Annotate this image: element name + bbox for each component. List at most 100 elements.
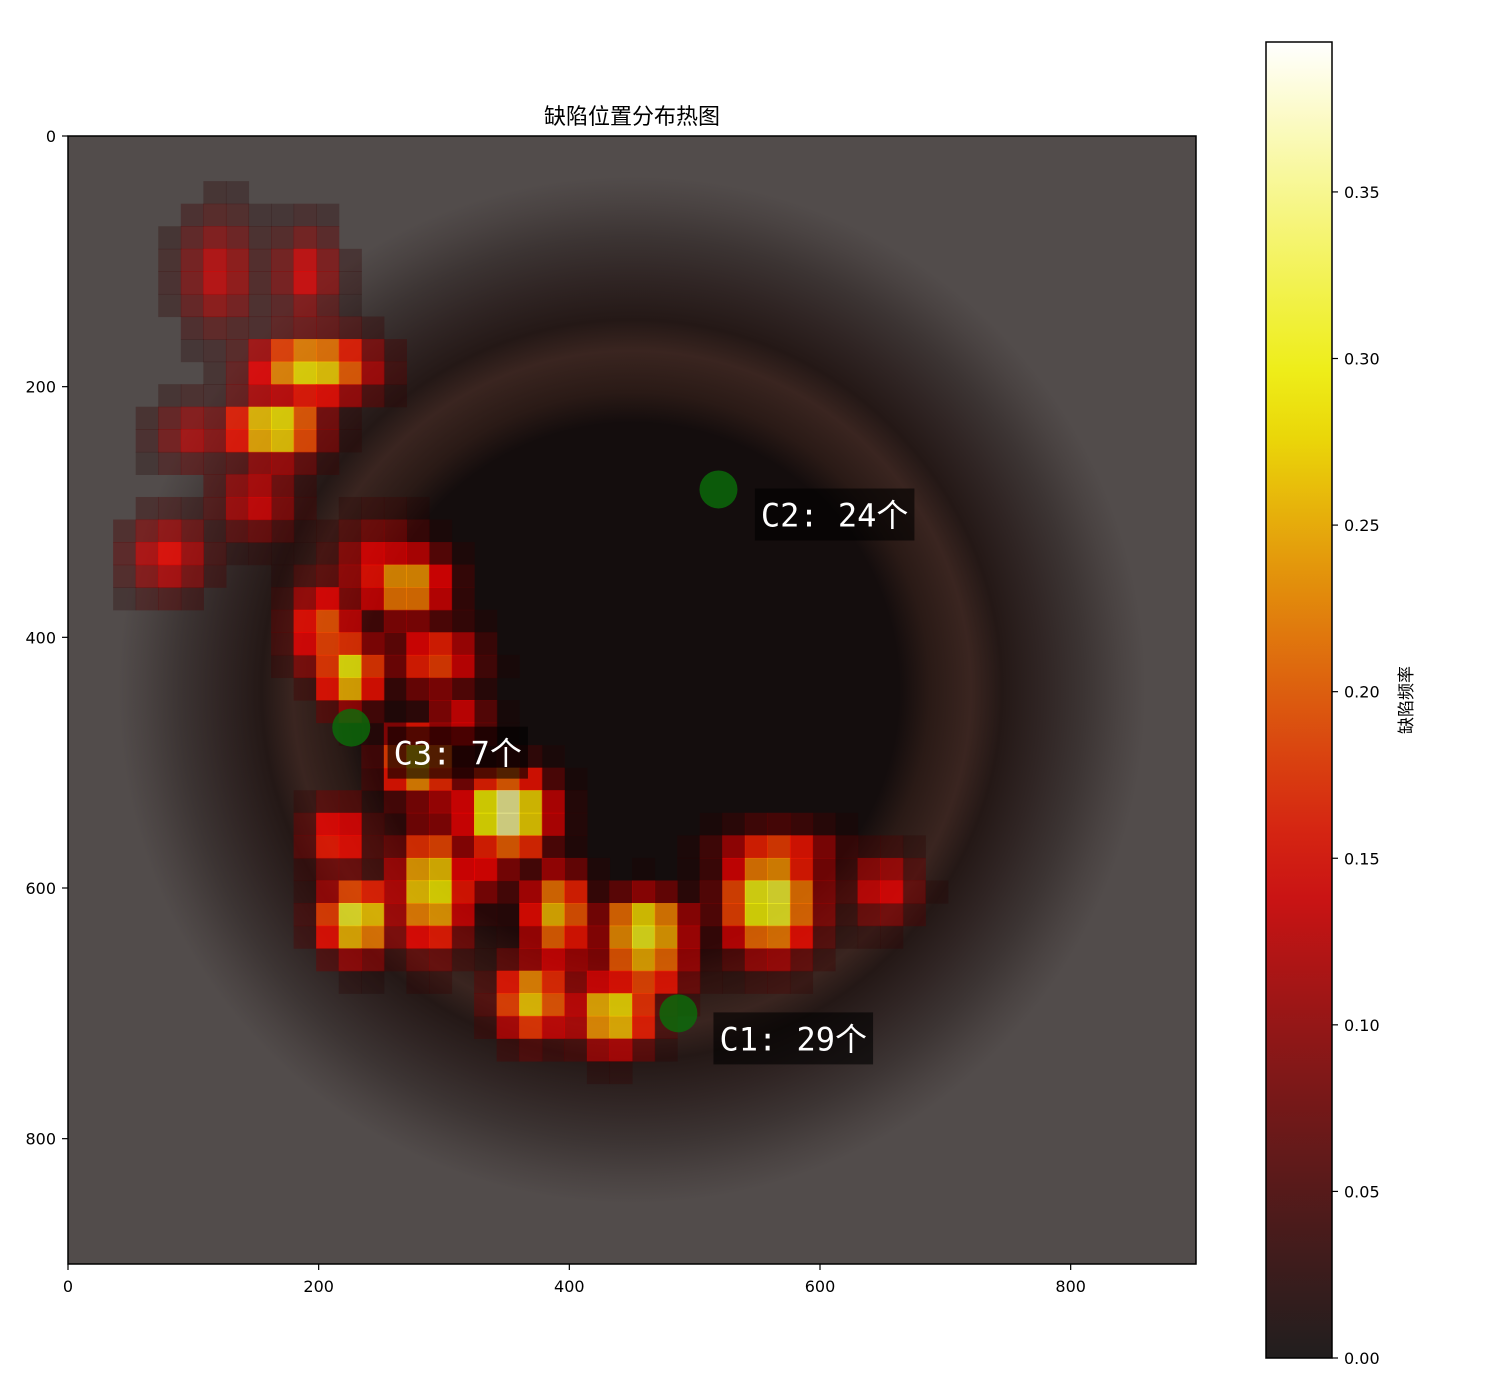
heat-cell: [338, 564, 362, 588]
heat-cell: [361, 677, 385, 701]
heat-cell: [586, 993, 611, 1017]
heat-cell: [722, 970, 746, 994]
heat-cell: [767, 857, 791, 882]
heat-cell: [677, 925, 701, 949]
heat-cell: [225, 339, 250, 363]
heat-cell: [699, 925, 723, 949]
heat-cell: [519, 903, 543, 927]
heat-cell: [316, 564, 340, 588]
heat-cell: [451, 948, 475, 972]
heat-cell: [293, 677, 317, 701]
heat-cell: [474, 857, 498, 882]
colorbar-label: 缺陷频率: [1397, 666, 1417, 734]
heat-cell: [812, 857, 836, 882]
heat-cell: [158, 564, 182, 588]
heat-cell: [158, 519, 182, 543]
heat-cell: [699, 812, 723, 836]
heat-cell: [158, 271, 182, 295]
heat-cell: [338, 248, 362, 272]
heat-cell: [496, 654, 520, 679]
heat-cell: [519, 835, 543, 859]
heat-cell: [361, 519, 385, 543]
heat-cell: [338, 925, 362, 949]
y-axis: 0 200 400 600 800: [25, 127, 68, 1149]
heat-cell: [406, 519, 430, 543]
heat-cell: [271, 226, 295, 250]
heat-cell: [428, 857, 453, 882]
heat-cell: [383, 632, 407, 656]
plot-frame: [67, 135, 1197, 1265]
heat-cell: [316, 451, 340, 475]
heat-cell: [519, 1015, 543, 1039]
heat-cell: [564, 880, 588, 904]
heat-cell: [835, 835, 859, 859]
heat-cell: [383, 361, 407, 385]
heat-cell: [677, 948, 701, 972]
heat-cell: [496, 812, 520, 836]
heat-cell: [474, 790, 498, 814]
heat-cell: [135, 564, 159, 588]
heat-cell: [248, 203, 272, 227]
heat-cell: [271, 406, 295, 430]
heat-cell: [225, 361, 250, 385]
heat-cell: [316, 632, 340, 656]
heat-cell: [225, 271, 250, 295]
colorbar-gradient: [1266, 42, 1332, 1358]
heat-cell: [744, 948, 768, 972]
colorbar-frame: [1265, 41, 1333, 1359]
heat-cell: [293, 564, 317, 588]
heat-cell: [812, 903, 836, 927]
heat-cell: [203, 496, 227, 521]
heat-cell: [564, 767, 588, 791]
heat-cell: [496, 993, 520, 1017]
heat-cell: [203, 361, 227, 385]
heat-cell: [428, 609, 453, 633]
heat-cell: [225, 248, 250, 272]
heat-cell: [632, 903, 656, 927]
heat-cell: [338, 948, 362, 972]
heat-cell: [541, 970, 565, 994]
heat-cell: [722, 925, 746, 949]
colorbar-tick-label: 0.15: [1344, 849, 1380, 868]
heat-cell: [564, 1015, 588, 1039]
heat-cell: [744, 880, 768, 904]
heat-cell: [225, 181, 250, 205]
heat-cell: [722, 948, 746, 972]
heat-cell: [428, 700, 453, 724]
heat-cell: [293, 293, 317, 318]
heat-cell: [789, 948, 814, 972]
y-tick-label: 200: [25, 378, 56, 397]
heat-cell: [880, 925, 904, 949]
heat-cell: [316, 384, 340, 408]
heat-cell: [316, 587, 340, 611]
heat-cell: [428, 970, 453, 994]
heat-cell: [338, 384, 362, 408]
heat-cell: [428, 790, 453, 814]
heat-cell: [519, 925, 543, 949]
heat-cell: [135, 406, 159, 430]
heat-cell: [316, 812, 340, 836]
heat-cell: [428, 880, 453, 904]
heat-cell: [180, 587, 204, 611]
cluster-count-label: C1: 29个: [719, 1020, 867, 1058]
heat-cell: [113, 564, 137, 588]
heat-cell: [361, 384, 385, 408]
heat-cell: [406, 700, 430, 724]
colorbar-tick-label: 0.30: [1344, 350, 1380, 369]
heat-cell: [338, 542, 362, 566]
heat-cell: [519, 1038, 543, 1062]
heat-cell: [451, 632, 475, 656]
heat-cell: [586, 925, 611, 949]
heat-cell: [496, 1015, 520, 1039]
heat-cell: [203, 226, 227, 250]
heat-cell: [654, 903, 678, 927]
heat-cell: [812, 835, 836, 859]
heat-cell: [654, 970, 678, 994]
heat-cell: [812, 880, 836, 904]
heat-cell: [632, 1038, 656, 1062]
heat-cell: [383, 812, 407, 836]
heat-cell: [271, 361, 295, 385]
heat-cell: [203, 542, 227, 566]
heat-cell: [225, 293, 250, 318]
heat-cell: [271, 519, 295, 543]
